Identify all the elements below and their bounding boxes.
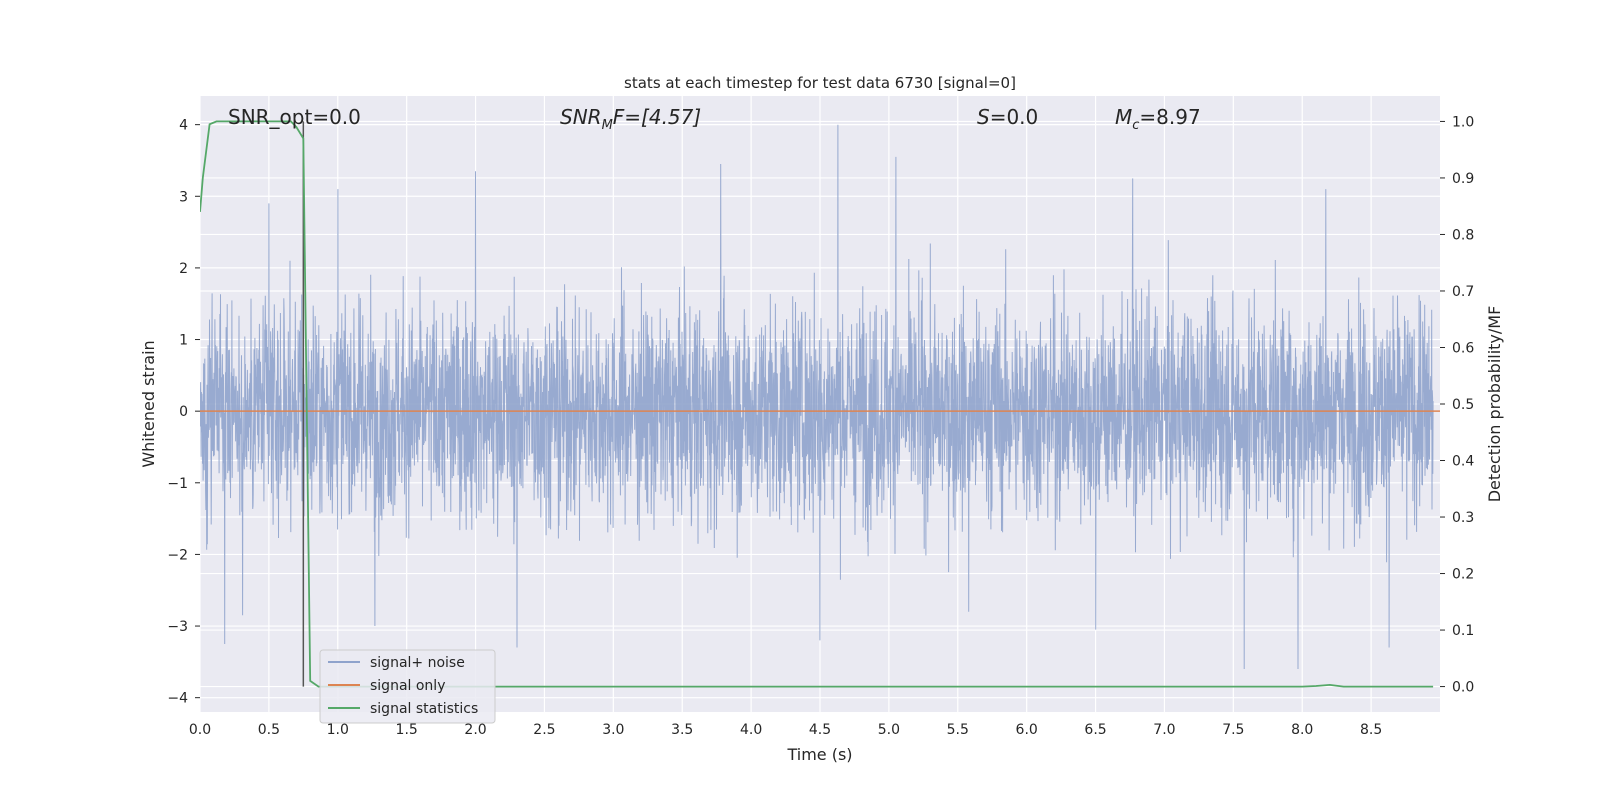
y-right-tick-label: 0.4 [1452, 454, 1474, 470]
y-tick-label: 1 [179, 333, 188, 349]
annotation-snr-mf: SNRMF=[4.57] [560, 105, 701, 133]
x-tick-label: 2.5 [533, 722, 555, 738]
legend-label-signal-only: signal only [370, 678, 445, 694]
x-tick-label: 7.5 [1222, 722, 1244, 738]
x-tick-label: 6.5 [1084, 722, 1106, 738]
y-right-tick-label: 0.5 [1452, 397, 1474, 413]
annotation-s: S=0.0 [977, 105, 1038, 129]
x-tick-label: 2.0 [464, 722, 486, 738]
y-axis-label-right: Detection probability/MF [1485, 306, 1504, 503]
y-right-tick-label: 0.9 [1452, 171, 1474, 187]
x-tick-label: 5.0 [878, 722, 900, 738]
x-tick-label: 5.5 [947, 722, 969, 738]
y-tick-label: −3 [167, 619, 188, 635]
y-ticks-right: 0.0 0.1 0.2 0.3 0.4 0.5 0.6 0.7 0.8 0.9 1.0 [1440, 114, 1474, 696]
y-tick-label: 4 [179, 118, 188, 134]
x-tick-label: 6.0 [1016, 722, 1038, 738]
x-tick-label: 4.0 [740, 722, 762, 738]
y-right-tick-label: 0.7 [1452, 284, 1474, 300]
y-right-tick-label: 0.8 [1452, 227, 1474, 243]
x-axis-label: Time (s) [786, 745, 852, 764]
y-tick-label: 0 [179, 404, 188, 420]
legend: signal+ noise signal only signal statist… [319, 649, 496, 724]
y-right-tick-label: 0.2 [1452, 567, 1474, 583]
x-tick-label: 3.0 [602, 722, 624, 738]
x-tick-label: 8.5 [1360, 722, 1382, 738]
x-tick-label: 1.0 [327, 722, 349, 738]
legend-label-signal-noise: signal+ noise [370, 655, 465, 671]
y-ticks: −4 −3 −2 −1 0 1 2 3 4 [167, 118, 200, 707]
y-axis-label: Whitened strain [139, 340, 158, 467]
annotation-snr-opt: SNR_opt=0.0 [228, 105, 361, 129]
series-signal-noise [200, 124, 1434, 670]
series-layer [200, 120, 1440, 688]
y-right-tick-label: 1.0 [1452, 114, 1474, 130]
y-tick-label: −4 [167, 691, 188, 707]
y-right-tick-label: 0.0 [1452, 680, 1474, 696]
legend-label-signal-statistics: signal statistics [370, 701, 478, 717]
x-tick-label: 8.0 [1291, 722, 1313, 738]
x-tick-label: 0.0 [189, 722, 211, 738]
x-tick-label: 4.5 [809, 722, 831, 738]
legend-box [319, 649, 496, 724]
annotation-mc: Mc=8.97 [1115, 105, 1201, 133]
x-tick-label: 0.5 [258, 722, 280, 738]
x-tick-label: 3.5 [671, 722, 693, 738]
series-signal-statistics [200, 120, 1434, 688]
y-right-tick-label: 0.3 [1452, 510, 1474, 526]
y-tick-label: 3 [179, 189, 188, 205]
y-tick-label: 2 [179, 261, 188, 277]
y-right-tick-label: 0.1 [1452, 623, 1474, 639]
y-right-tick-label: 0.6 [1452, 340, 1474, 356]
chart-title: stats at each timestep for test data 673… [624, 74, 1016, 92]
x-ticks: 0.0 0.5 1.0 1.5 2.0 2.5 3.0 3.5 4.0 4.5 5.0 5.5 6.0 6… [189, 722, 1382, 738]
x-tick-label: 1.5 [396, 722, 418, 738]
y-tick-label: −1 [167, 476, 188, 492]
x-tick-label: 7.0 [1153, 722, 1175, 738]
y-tick-label: −2 [167, 547, 188, 563]
